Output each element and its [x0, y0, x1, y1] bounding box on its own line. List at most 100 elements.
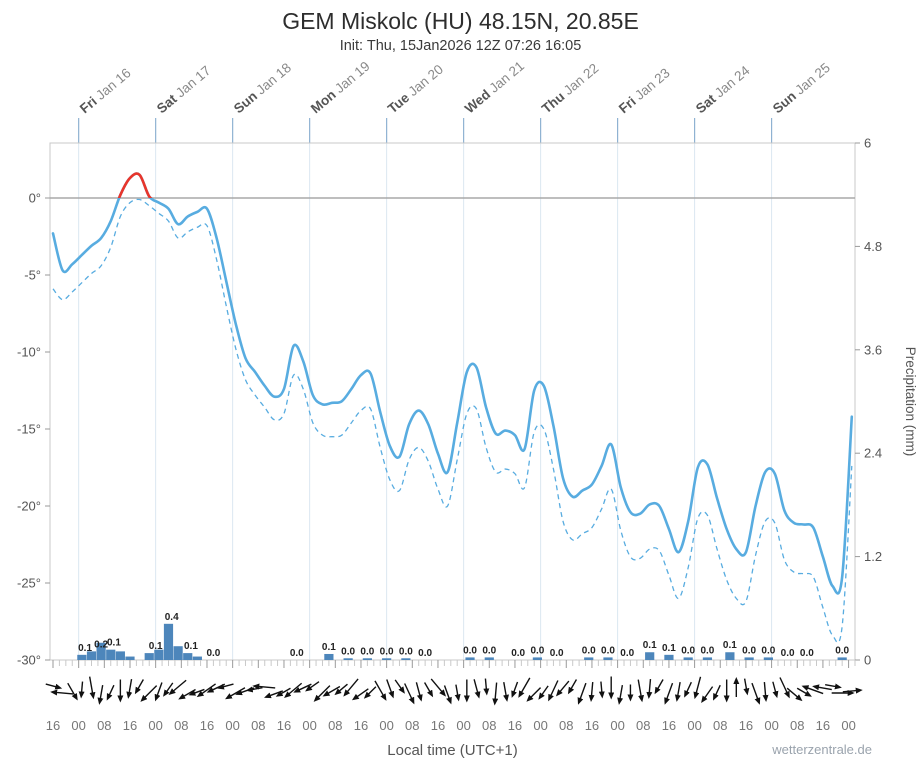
precip-bar	[86, 651, 97, 660]
precip-value-label: 0.0	[781, 648, 795, 659]
wind-arrow	[693, 676, 702, 700]
temp-axis-tick-label: -30°	[17, 653, 41, 668]
precip-value-label: 0.0	[530, 645, 544, 656]
precip-bar	[362, 658, 372, 660]
x-tick-label: 08	[559, 718, 573, 733]
wind-arrow	[252, 683, 276, 690]
x-axis-title: Local time (UTC+1)	[387, 742, 518, 759]
x-tick-label: 00	[302, 718, 316, 733]
x-tick-label: 16	[46, 718, 60, 733]
x-tick-label: 08	[713, 718, 727, 733]
precip-value-label: 0.1	[184, 641, 198, 652]
wind-arrow	[772, 681, 779, 699]
precip-value-label: 0.0	[700, 645, 714, 656]
x-tick-label: 16	[739, 718, 753, 733]
watermark: wetterzentrale.de	[772, 742, 872, 757]
precip-value-label: 0.0	[601, 645, 615, 656]
precip-value-label: 0.0	[380, 646, 394, 657]
precip-axis-title: Precipitation (mm)	[903, 347, 918, 457]
precip-bar	[77, 654, 87, 660]
precip-value-label: 0.0	[418, 648, 432, 659]
x-tick-label: 00	[456, 718, 470, 733]
x-tick-label: 00	[148, 718, 162, 733]
temperature-line	[51, 172, 854, 595]
temp-axis-tick-label: -15°	[17, 422, 41, 437]
wind-arrow	[322, 685, 341, 697]
precip-value-label: 0.0	[550, 648, 564, 659]
x-tick-label: 00	[610, 718, 624, 733]
wind-arrow	[363, 686, 377, 699]
wind-arrow	[674, 682, 681, 702]
precip-bar	[837, 657, 847, 660]
wind-arrow	[394, 679, 405, 694]
day-label: Fri Jan 16	[77, 65, 134, 116]
x-tick-label: 00	[533, 718, 547, 733]
x-tick-label: 00	[764, 718, 778, 733]
temp-axis-tick-label: -25°	[17, 576, 41, 591]
precip-value-label: 0.0	[620, 648, 634, 659]
precip-bar	[324, 653, 334, 660]
precip-bar	[664, 654, 674, 660]
wind-arrow	[577, 682, 587, 705]
precip-value-label: 0.1	[643, 640, 657, 651]
precip-value-label: 0.1	[107, 638, 121, 649]
precip-value-label: 0.4	[165, 612, 179, 623]
precip-bar	[192, 656, 202, 660]
wind-arrow	[343, 678, 359, 697]
dewpoint-line	[52, 198, 853, 644]
precip-value-label: 0.0	[681, 645, 695, 656]
x-tick-label: 00	[841, 718, 855, 733]
wind-arrow	[617, 685, 624, 705]
precip-value-label: 0.1	[149, 641, 163, 652]
wind-arrow	[305, 681, 320, 692]
wind-arrow	[454, 684, 461, 702]
precip-bar	[125, 656, 135, 660]
wind-arrow	[503, 682, 509, 702]
wind-arrow	[168, 679, 187, 696]
wind-arrow	[415, 682, 423, 702]
precip-bar	[115, 651, 125, 660]
x-tick-label: 08	[405, 718, 419, 733]
wind-arrow	[538, 685, 549, 700]
temp-axis-tick-label: -20°	[17, 499, 41, 514]
precip-bar	[645, 652, 655, 660]
wind-arrow	[779, 677, 790, 699]
wind-arrow	[751, 682, 761, 705]
wind-arrow	[154, 682, 163, 702]
wind-arrow	[518, 677, 531, 698]
wind-arrow	[134, 679, 144, 695]
precip-value-label: 0.0	[482, 645, 496, 656]
precip-bar	[744, 657, 754, 660]
wind-arrow	[106, 684, 115, 701]
wind-arrow	[654, 679, 664, 695]
temperature-line-above-zero	[117, 172, 153, 198]
temp-axis-tick-label: -10°	[17, 345, 41, 360]
wind-arrow	[88, 676, 96, 700]
precip-bar	[183, 653, 193, 660]
x-tick-label: 16	[354, 718, 368, 733]
wind-arrow	[684, 681, 692, 698]
precip-bar	[154, 649, 164, 660]
precip-value-label: 0.1	[662, 643, 676, 654]
wind-arrow	[126, 679, 133, 699]
wind-arrow	[50, 689, 74, 696]
x-tick-label: 16	[200, 718, 214, 733]
precip-value-label: 0.1	[78, 643, 92, 654]
precip-value-label: 0.0	[742, 645, 756, 656]
wind-arrow	[473, 679, 481, 699]
wind-arrow	[713, 684, 721, 701]
wind-arrow	[762, 681, 769, 702]
wind-arrow	[334, 683, 348, 696]
precip-value-label: 0.0	[463, 645, 477, 656]
day-label: Sat Jan 17	[154, 63, 214, 116]
precip-value-label: 0.0	[761, 645, 775, 656]
x-tick-label: 08	[482, 718, 496, 733]
x-tick-label: 08	[251, 718, 265, 733]
x-tick-label: 16	[123, 718, 137, 733]
precip-axis-tick-label: 1.2	[864, 549, 882, 564]
precip-bar	[584, 657, 594, 660]
precip-bar	[763, 657, 773, 660]
x-tick-label: 08	[97, 718, 111, 733]
wind-arrow	[743, 678, 750, 696]
